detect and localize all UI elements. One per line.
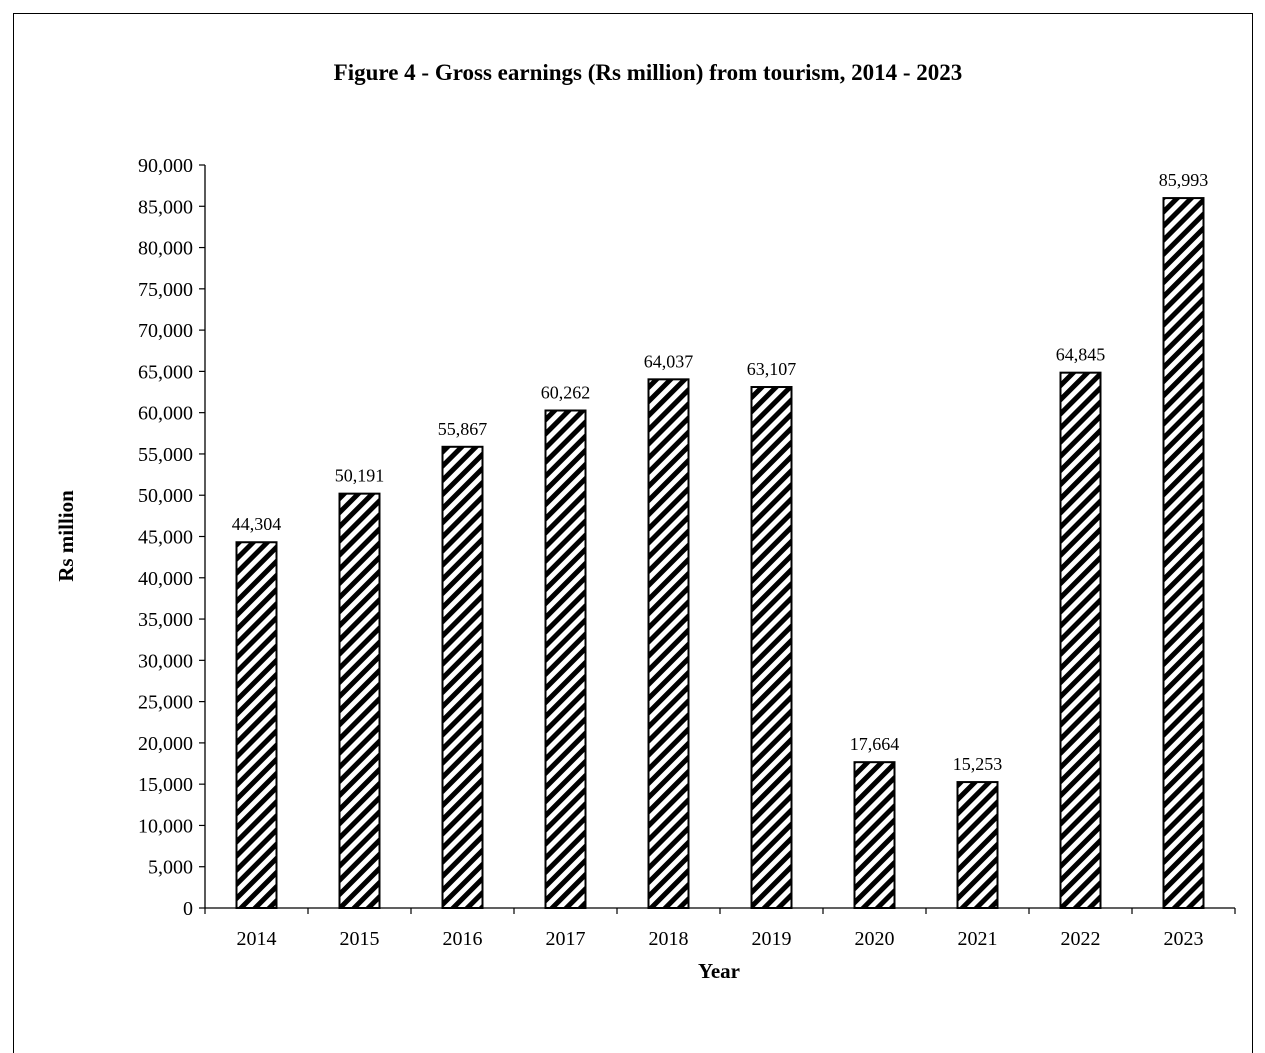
x-tick-label: 2020 (855, 928, 895, 950)
bar-2022 (1059, 371, 1102, 909)
y-tick-label: 80,000 (138, 238, 193, 260)
y-tick-label: 45,000 (138, 527, 193, 549)
data-label-2015: 50,191 (335, 466, 385, 486)
y-tick-label: 60,000 (138, 403, 193, 425)
x-tick-label: 2018 (649, 928, 689, 950)
y-tick-label: 35,000 (138, 609, 193, 631)
x-axis-label: Year (698, 959, 740, 983)
y-tick-label: 85,000 (138, 196, 193, 218)
data-label-2014: 44,304 (232, 514, 282, 534)
data-label-2021: 15,253 (953, 754, 1003, 774)
chart-title: Figure 4 - Gross earnings (Rs million) f… (334, 60, 963, 85)
x-tick-label: 2016 (443, 928, 483, 950)
chart-frame (13, 13, 1253, 1053)
y-tick-label: 10,000 (138, 815, 193, 837)
x-tick-label: 2015 (340, 928, 380, 950)
y-tick-label: 55,000 (138, 444, 193, 466)
y-tick-label: 5,000 (148, 857, 193, 879)
x-tick-label: 2019 (752, 928, 792, 950)
y-tick-label: 20,000 (138, 733, 193, 755)
bar-2018 (647, 378, 690, 909)
bar-2016 (441, 445, 484, 909)
data-label-2020: 17,664 (850, 734, 900, 754)
y-tick-label: 70,000 (138, 320, 193, 342)
data-label-2018: 64,037 (644, 351, 694, 371)
data-labels: 44,304 50,191 55,867 60,262 64,037 63,107 17,6… (232, 170, 1209, 774)
y-tick-label: 25,000 (138, 692, 193, 714)
data-label-2019: 63,107 (747, 359, 797, 379)
y-tick-label: 0 (183, 898, 193, 920)
y-tick-label: 65,000 (138, 361, 193, 383)
x-tick-label: 2023 (1164, 928, 1204, 950)
y-axis: 0 5,000 10,000 15,000 20,000 25,000 30,000 35,0… (138, 155, 206, 920)
y-tick-label: 15,000 (138, 774, 193, 796)
x-tick-label: 2017 (546, 928, 586, 950)
bar-2017 (544, 409, 587, 909)
y-axis-label: Rs million (54, 490, 78, 582)
x-tick-label: 2022 (1061, 928, 1101, 950)
data-label-2022: 64,845 (1056, 345, 1106, 365)
x-tick-label: 2014 (237, 928, 277, 950)
y-tick-label: 90,000 (138, 155, 193, 177)
y-tick-label: 40,000 (138, 568, 193, 590)
bar-2015 (338, 492, 381, 909)
x-axis: 2014 2015 2016 2017 2018 2019 2020 2021 2022 2023 (204, 907, 1236, 950)
y-tick-label: 30,000 (138, 650, 193, 672)
bar-2021 (956, 781, 999, 909)
x-tick-label: 2021 (958, 928, 998, 950)
bar-2020 (853, 761, 896, 910)
y-tick-label: 50,000 (138, 485, 193, 507)
bars (235, 197, 1205, 910)
bar-2023 (1162, 197, 1205, 909)
bar-2019 (750, 386, 793, 909)
y-tick-label: 75,000 (138, 279, 193, 301)
data-label-2023: 85,993 (1159, 170, 1209, 190)
data-label-2016: 55,867 (438, 419, 488, 439)
bar-2014 (235, 541, 278, 909)
data-label-2017: 60,262 (541, 383, 591, 403)
